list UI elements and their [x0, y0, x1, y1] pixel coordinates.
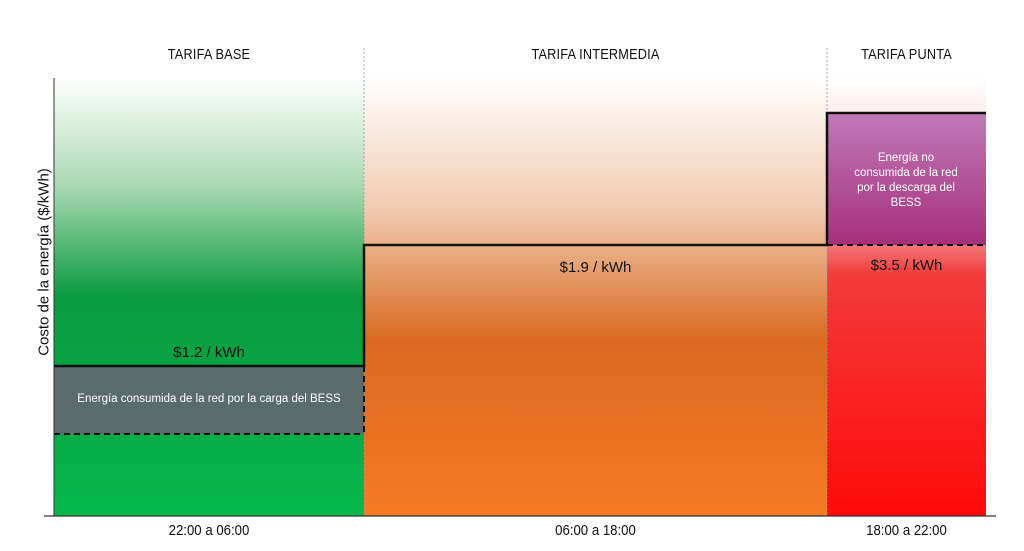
charge-note: Energía consumida de la red por la carga… [77, 393, 341, 405]
time-base: 22:00 a 06:00 [168, 522, 250, 539]
header-punta: TARIFA PUNTA [861, 46, 952, 63]
discharge-box [827, 113, 986, 245]
time-intermedia: 06:00 a 18:00 [555, 522, 636, 539]
intermedia-region [364, 78, 827, 516]
base-region [54, 78, 364, 516]
price-base: $1.2 / kWh [173, 344, 245, 361]
discharge-note: Energía no consumida de la red por la de… [854, 152, 958, 209]
time-punta: 18:00 a 22:00 [866, 522, 947, 539]
y-axis-label: Costo de la energía ($/kWh) [35, 168, 53, 356]
header-base: TARIFA BASE [167, 46, 251, 63]
charge-box [54, 366, 364, 434]
price-punta: $3.5 / kWh [870, 257, 943, 274]
header-intermedia: TARIFA INTERMEDIA [531, 46, 660, 63]
cost-step-line [54, 111, 986, 368]
price-intermedia: $1.9 / kWh [559, 259, 632, 276]
